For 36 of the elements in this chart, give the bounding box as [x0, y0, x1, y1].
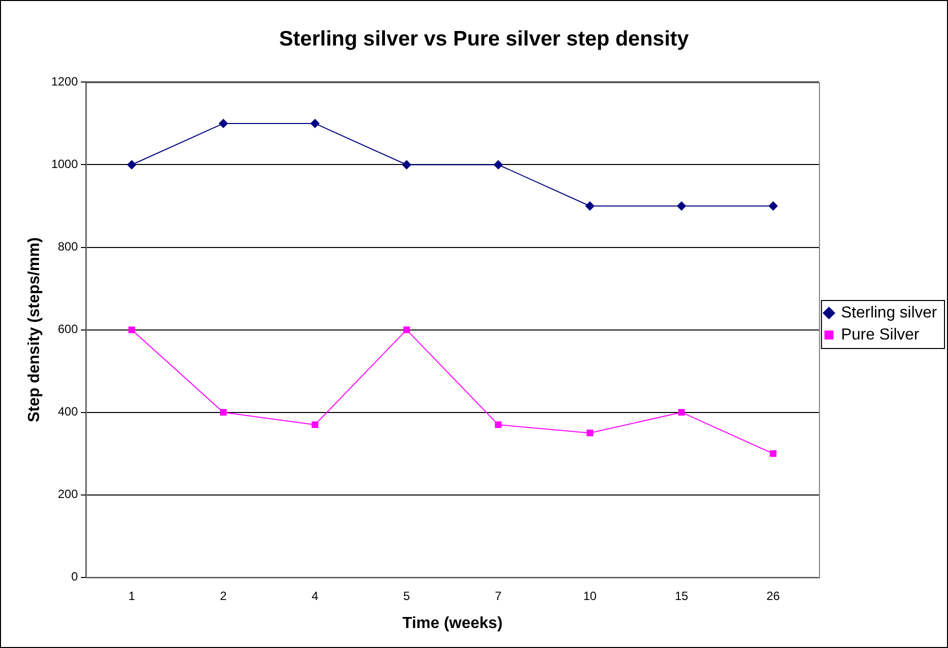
x-tick-label: 5	[403, 588, 410, 603]
x-tick-label: 4	[312, 588, 319, 603]
legend-label: Pure Silver	[840, 326, 920, 344]
point	[218, 118, 228, 128]
point	[128, 326, 136, 334]
point	[585, 202, 594, 210]
point	[770, 450, 776, 457]
y-axis-title: Step density (steps/mm)	[26, 237, 44, 422]
point	[310, 118, 320, 128]
point	[768, 202, 778, 210]
point	[678, 409, 685, 416]
point	[403, 326, 410, 334]
chart-title: Sterling silver vs Pure silver step density	[279, 27, 690, 50]
x-tick-label: 1	[128, 588, 136, 603]
point	[220, 409, 227, 416]
point	[677, 202, 686, 210]
x-tick-label: 7	[494, 588, 502, 603]
x-tick-label: 2	[220, 588, 228, 603]
y-tick-label: 600	[58, 322, 78, 336]
y-tick-label: 1000	[51, 157, 78, 172]
x-tick-label: 15	[674, 588, 689, 603]
y-tick-label: 400	[58, 404, 78, 419]
legend-label: Sterling silver	[840, 304, 938, 322]
point	[494, 421, 502, 428]
x-tick-label: 10	[583, 588, 597, 603]
y-tick-label: 1200	[51, 74, 78, 89]
y-tick-label: 0	[71, 570, 78, 584]
y-tick-label: 200	[58, 487, 78, 502]
point	[312, 421, 318, 428]
point	[127, 160, 136, 170]
x-tick-label: 26	[766, 588, 780, 603]
point	[586, 430, 594, 436]
point	[402, 160, 412, 170]
point	[494, 160, 503, 170]
y-tick-label: 800	[58, 240, 78, 254]
x-axis-title: Time (weeks)	[402, 614, 503, 632]
